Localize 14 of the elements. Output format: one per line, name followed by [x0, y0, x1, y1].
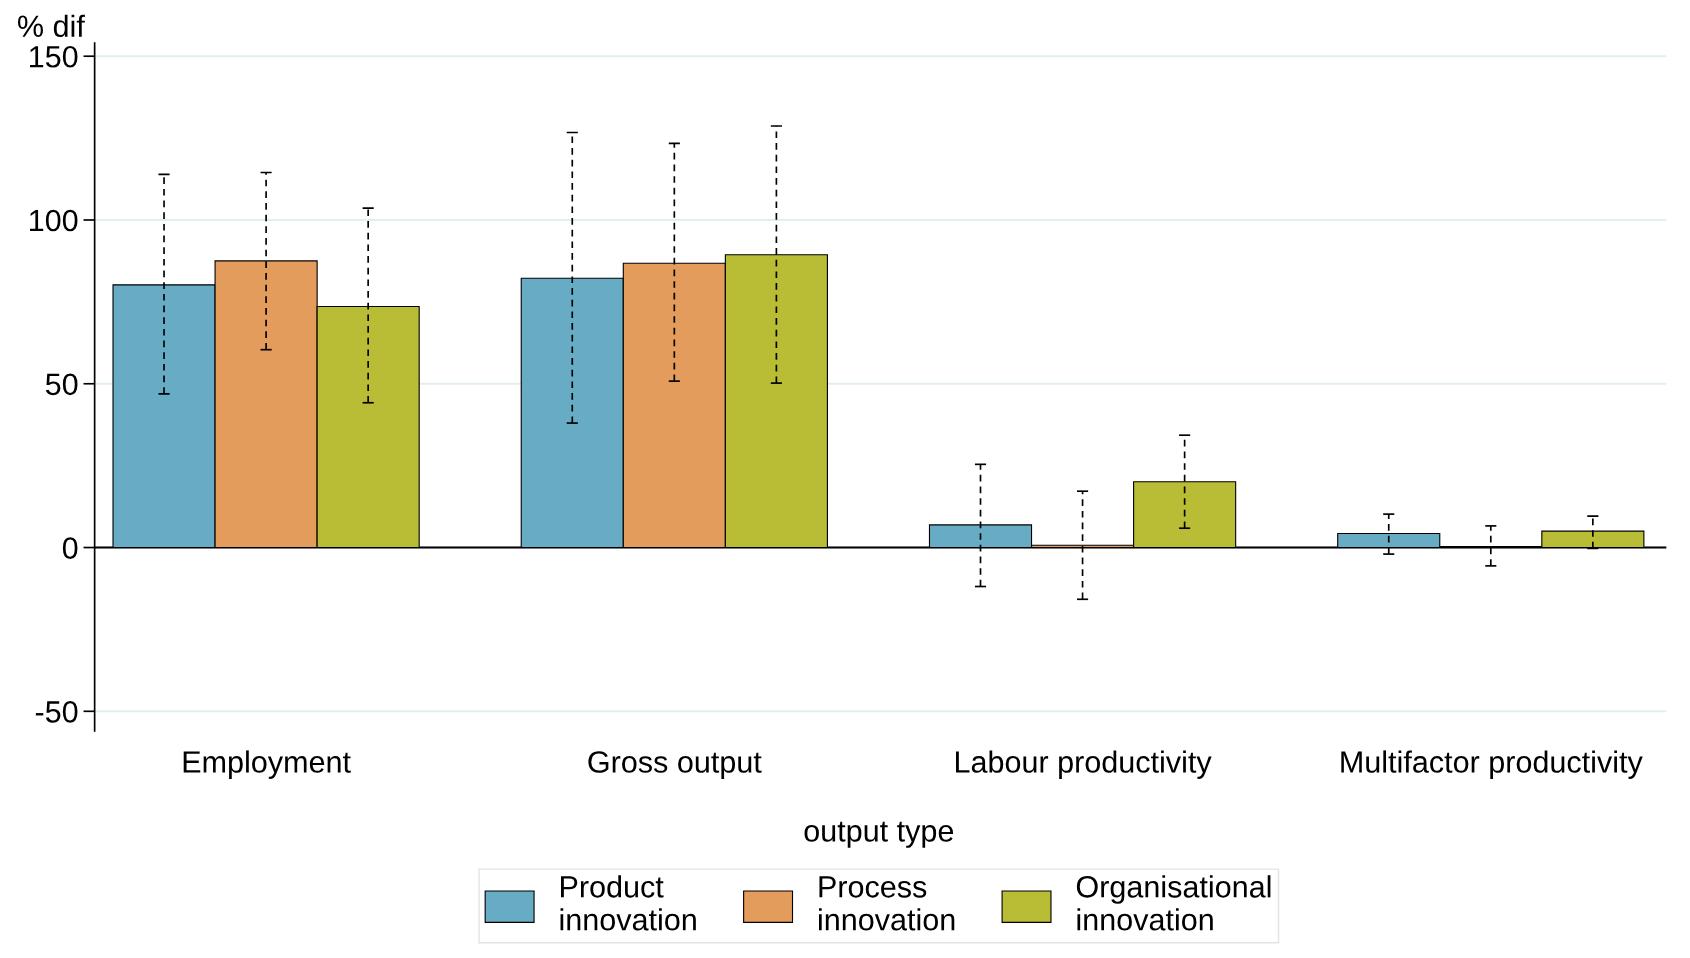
y-tick-label: 50	[45, 373, 78, 396]
x-tick-label: Multifactor productivity	[1341, 750, 1643, 779]
legend-label: Process innovation	[819, 876, 955, 931]
x-axis-title: output type	[804, 821, 954, 848]
y-axis-title: % dif	[17, 14, 85, 38]
y-tick-label: 150	[30, 45, 78, 68]
x-tick-label: Gross output	[588, 751, 762, 779]
y-tick-label: 100	[30, 209, 78, 232]
legend-label: Organisational innovation	[1076, 875, 1271, 931]
legend-label: Product innovation	[560, 875, 696, 931]
y-tick-label: 0	[62, 537, 78, 559]
x-tick-label: Labour productivity	[956, 750, 1212, 779]
x-tick-label: Employment	[183, 750, 351, 779]
y-tick-label: -50	[35, 701, 78, 723]
